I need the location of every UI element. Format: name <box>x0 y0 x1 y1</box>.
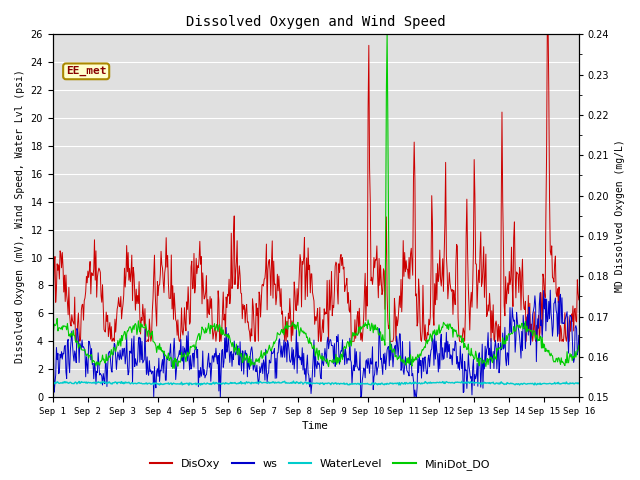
ws <box>113 367 120 372</box>
DisOxy <box>58 250 66 255</box>
Line: WaterLevel: WaterLevel <box>52 381 579 385</box>
WaterLevel <box>166 381 173 387</box>
ws <box>380 360 388 366</box>
Line: DisOxy: DisOxy <box>52 20 579 341</box>
MiniDot_DO <box>195 332 202 337</box>
DisOxy <box>396 293 403 299</box>
Text: EE_met: EE_met <box>66 66 106 76</box>
MiniDot_DO <box>575 343 582 348</box>
ws <box>49 367 56 373</box>
WaterLevel <box>49 381 56 386</box>
Title: Dissolved Oxygen and Wind Speed: Dissolved Oxygen and Wind Speed <box>186 15 445 29</box>
WaterLevel <box>290 378 298 384</box>
Legend: DisOxy, ws, WaterLevel, MiniDot_DO: DisOxy, ws, WaterLevel, MiniDot_DO <box>145 455 495 474</box>
Line: ws: ws <box>52 290 579 397</box>
DisOxy <box>195 264 202 270</box>
MiniDot_DO <box>396 353 404 359</box>
WaterLevel <box>575 381 582 386</box>
DisOxy <box>543 17 551 23</box>
ws <box>547 288 554 293</box>
ws <box>194 347 202 352</box>
MiniDot_DO <box>58 327 66 333</box>
DisOxy <box>380 268 388 274</box>
MiniDot_DO <box>113 345 120 351</box>
MiniDot_DO <box>166 356 173 362</box>
DisOxy <box>49 275 56 280</box>
DisOxy <box>113 306 121 312</box>
ws <box>58 356 66 362</box>
ws <box>216 394 224 400</box>
X-axis label: Time: Time <box>302 421 330 432</box>
WaterLevel <box>58 380 66 386</box>
MiniDot_DO <box>169 366 177 372</box>
WaterLevel <box>381 381 388 386</box>
ws <box>575 333 582 338</box>
ws <box>166 349 173 355</box>
Y-axis label: MD Dissolved Oxygen (mg/L): MD Dissolved Oxygen (mg/L) <box>615 139 625 292</box>
WaterLevel <box>195 381 202 387</box>
ws <box>396 331 403 336</box>
DisOxy <box>575 297 582 303</box>
MiniDot_DO <box>380 337 388 343</box>
DisOxy <box>167 296 175 301</box>
WaterLevel <box>113 380 120 385</box>
Y-axis label: Dissolved Oxygen (mV), Wind Speed, Water Lvl (psi): Dissolved Oxygen (mV), Wind Speed, Water… <box>15 69 25 362</box>
DisOxy <box>72 338 80 344</box>
MiniDot_DO <box>383 31 391 36</box>
WaterLevel <box>396 382 404 388</box>
WaterLevel <box>185 382 193 388</box>
Line: MiniDot_DO: MiniDot_DO <box>52 34 579 369</box>
MiniDot_DO <box>49 327 56 333</box>
